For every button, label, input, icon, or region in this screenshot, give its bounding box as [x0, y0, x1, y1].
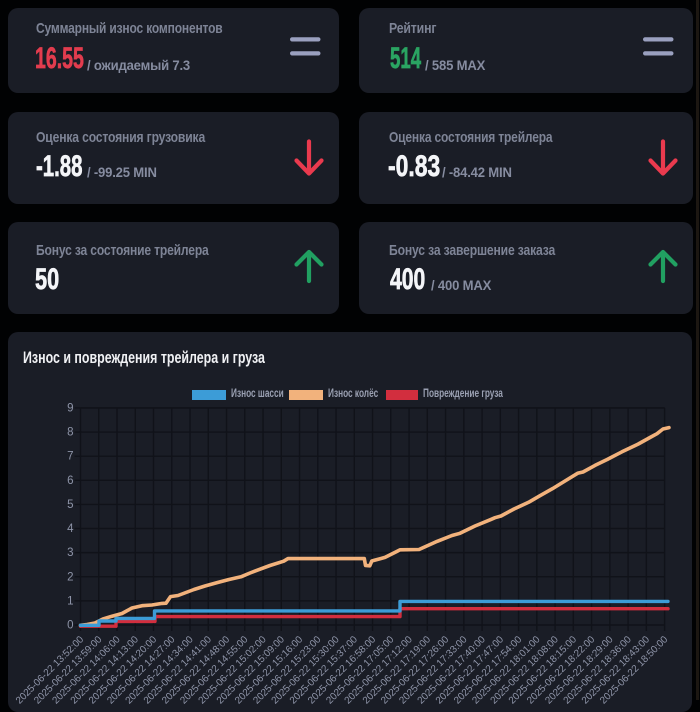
svg-text:5: 5 — [67, 499, 73, 511]
svg-text:4: 4 — [67, 523, 74, 535]
svg-text:3: 3 — [67, 547, 73, 559]
svg-text:7: 7 — [67, 451, 73, 463]
svg-text:2: 2 — [67, 571, 73, 583]
svg-text:8: 8 — [67, 427, 73, 439]
svg-text:1: 1 — [67, 595, 73, 607]
svg-text:9: 9 — [67, 403, 73, 415]
svg-text:0: 0 — [67, 620, 73, 632]
svg-text:6: 6 — [67, 475, 73, 487]
